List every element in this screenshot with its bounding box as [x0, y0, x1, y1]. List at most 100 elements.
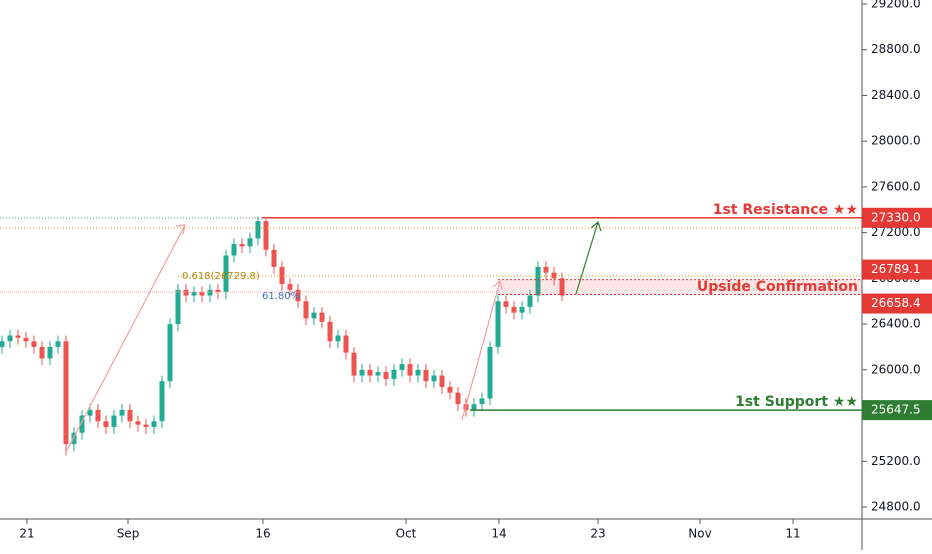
projection-arrow — [65, 224, 186, 453]
y-tick-label: 28000.0 — [871, 134, 921, 148]
price-badge — [862, 259, 932, 280]
candle-body — [543, 266, 549, 273]
candle-body — [447, 386, 453, 393]
x-tick-label: 16 — [255, 527, 270, 541]
x-tick-label: 23 — [590, 527, 605, 541]
candle-body — [135, 421, 141, 425]
y-tick-label: 29200.0 — [871, 0, 921, 11]
y-tick-label: 28800.0 — [871, 42, 921, 56]
candle-body — [503, 301, 509, 307]
candle-body — [119, 409, 125, 416]
candle-body — [319, 312, 325, 322]
candle-body — [0, 341, 5, 347]
y-tick-label: 26000.0 — [871, 362, 921, 376]
candle-body — [255, 221, 261, 239]
price-badge — [862, 293, 932, 314]
candle-body — [239, 244, 245, 247]
candle-body — [335, 335, 341, 342]
candle-body — [247, 238, 253, 247]
candle-body — [559, 278, 565, 296]
candle-body — [359, 369, 365, 376]
candle-body — [407, 364, 413, 376]
candle-body — [127, 409, 133, 422]
x-tick-label: Oct — [396, 527, 417, 541]
forecast-arrow — [575, 221, 599, 295]
candle-body — [103, 421, 109, 427]
candle-body — [287, 284, 293, 290]
y-tick-label: 27600.0 — [871, 179, 921, 193]
candle-body — [151, 421, 157, 427]
y-tick-label: 26400.0 — [871, 317, 921, 331]
candle-body — [455, 392, 461, 405]
candle-body — [15, 335, 21, 338]
price-badge-label: 26658.4 — [871, 296, 921, 310]
fib-ratio-label: 0.618(26729.8) — [182, 271, 260, 282]
candle-body — [495, 301, 501, 347]
candle-body — [311, 312, 317, 319]
candle-body — [175, 289, 181, 325]
candle-body — [71, 432, 77, 445]
y-tick-label: 24800.0 — [871, 499, 921, 513]
candle-body — [215, 289, 221, 293]
candle-body — [159, 381, 165, 422]
candle-body — [303, 301, 309, 319]
candle-body — [47, 346, 53, 359]
plot — [0, 216, 862, 456]
candle-body — [295, 289, 301, 302]
price-badge — [862, 207, 932, 228]
candle-body — [143, 424, 149, 427]
price-badge — [862, 400, 932, 421]
candle-body — [183, 289, 189, 296]
candle-body — [55, 341, 61, 347]
candle-body — [167, 324, 173, 382]
candle-body — [79, 415, 85, 433]
y-tick-label: 28400.0 — [871, 88, 921, 102]
candle-body — [271, 249, 277, 267]
arrow-head — [492, 279, 503, 291]
candle-body — [111, 415, 117, 427]
candle-body — [207, 289, 213, 296]
candle-body — [63, 341, 69, 445]
candle-body — [7, 335, 13, 342]
x-tick-label: 14 — [491, 527, 506, 541]
candle-body — [351, 352, 357, 376]
x-tick-label: 21 — [19, 527, 34, 541]
candle-body — [231, 244, 237, 256]
candle-body — [95, 409, 101, 422]
x-tick-label: Nov — [688, 527, 711, 541]
candle-body — [423, 369, 429, 382]
candle-body — [279, 266, 285, 285]
x-tick-label: 11 — [785, 527, 800, 541]
candle-body — [487, 346, 493, 399]
candle-body — [39, 346, 45, 359]
candle-body — [343, 335, 349, 353]
level-label: 1st Support ★★ — [735, 394, 858, 410]
candle-body — [327, 321, 333, 342]
candle-body — [471, 404, 477, 410]
candle-body — [383, 372, 389, 379]
candle-body — [535, 266, 541, 296]
projection-arrow — [461, 280, 501, 421]
y-tick-label: 25200.0 — [871, 454, 921, 468]
x-tick-label: Sep — [117, 527, 140, 541]
candle-body — [415, 369, 421, 376]
arrow-head — [175, 224, 186, 235]
candle-body — [263, 221, 269, 250]
candle-body — [375, 372, 381, 376]
y-tick-label: 27200.0 — [871, 225, 921, 239]
price-badge-label: 27330.0 — [871, 210, 921, 224]
candle-body — [191, 292, 197, 296]
candle-body — [527, 295, 533, 307]
candle-body — [391, 369, 397, 379]
candle-body — [431, 375, 437, 382]
zone — [498, 279, 862, 295]
price-badge-label: 25647.5 — [871, 403, 921, 417]
candle-body — [87, 409, 93, 416]
price-badge-label: 26789.1 — [871, 262, 921, 276]
candle-body — [399, 364, 405, 370]
candle-body — [31, 341, 37, 347]
candle-body — [223, 255, 229, 293]
zone-label: Upside Confirmation — [697, 279, 858, 295]
